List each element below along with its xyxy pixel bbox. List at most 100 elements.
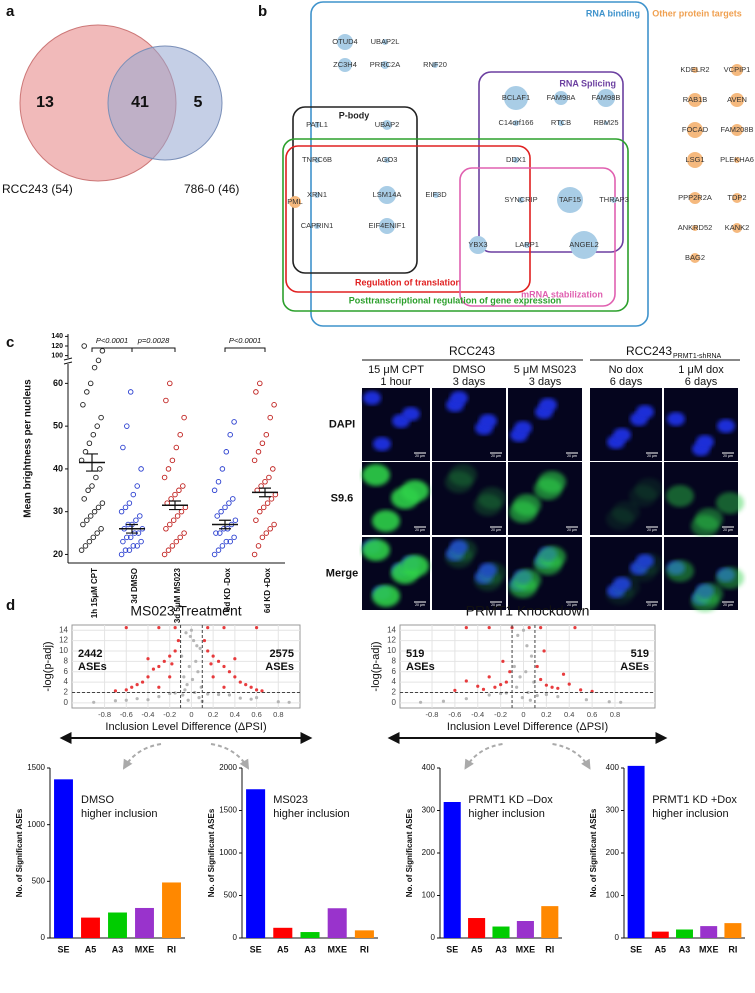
y-tick-label: 12 — [59, 636, 68, 645]
node-label: ANKRD52 — [678, 223, 713, 232]
point — [254, 688, 259, 692]
y-tick-label: 100 — [606, 891, 620, 900]
y-tick-label: 1000 — [219, 848, 237, 857]
point — [573, 625, 577, 630]
point — [190, 677, 195, 682]
row-label: DAPI — [329, 418, 355, 430]
y-tick-label: 40 — [53, 463, 63, 473]
x-tick-label: 0.4 — [230, 710, 240, 719]
dot — [223, 449, 230, 455]
ase-count: ASEs — [620, 661, 649, 673]
bar — [468, 918, 486, 938]
dot — [227, 538, 233, 545]
node-label: PLEKHA6 — [720, 155, 754, 164]
dot — [90, 431, 97, 438]
dot — [251, 457, 258, 464]
micrograph: 20 μm — [432, 462, 506, 535]
dot — [259, 534, 266, 541]
signal — [372, 585, 400, 607]
dot — [255, 543, 262, 549]
bar — [327, 908, 347, 938]
bar — [54, 779, 73, 938]
node-label: PPP2R2A — [678, 193, 712, 202]
y-axis-label: -log(p-adj) — [370, 641, 382, 691]
dot — [178, 508, 185, 515]
node — [378, 186, 396, 204]
point — [504, 680, 508, 684]
node-label: UBAP2L — [371, 37, 400, 46]
condition-label: 6 days — [610, 376, 643, 388]
micrograph: 20 μm — [362, 537, 430, 610]
x-tick-label: 0.6 — [251, 710, 261, 719]
scale-label: 20 μm — [647, 603, 657, 607]
dot — [84, 389, 90, 395]
point — [238, 696, 242, 700]
point — [516, 633, 520, 637]
point — [487, 693, 491, 697]
venn-circle — [107, 45, 223, 161]
dot — [93, 474, 99, 481]
dot — [219, 466, 226, 472]
micrograph: 20 μm — [362, 388, 430, 461]
condition-label: DMSO — [453, 364, 486, 376]
signal — [635, 478, 663, 500]
node — [338, 58, 352, 72]
node — [731, 124, 743, 136]
point — [539, 625, 543, 630]
bar-note: MS023 — [273, 794, 308, 806]
dot — [91, 508, 98, 515]
node-label: VCPIP1 — [724, 65, 751, 74]
x-tick-label: 0 — [521, 710, 525, 719]
y-tick-label: 0 — [392, 698, 397, 707]
ase-count: 2442 — [78, 648, 102, 660]
point — [202, 638, 207, 643]
node — [731, 64, 743, 76]
dot — [217, 530, 223, 536]
bar — [300, 932, 320, 938]
bar — [676, 929, 693, 938]
node — [469, 236, 487, 254]
node-label: FAM98A — [547, 93, 576, 102]
point — [168, 675, 172, 679]
ase-count: ASEs — [406, 661, 435, 673]
point — [222, 625, 226, 630]
venn-count: 41 — [131, 94, 149, 111]
node-label: TNRC6B — [302, 155, 332, 164]
point — [198, 646, 202, 650]
node-label: UBAP2 — [375, 120, 400, 129]
dot — [218, 508, 224, 515]
point — [222, 664, 226, 669]
point — [499, 683, 503, 687]
point — [260, 689, 264, 693]
dot — [99, 348, 106, 354]
dot — [118, 508, 125, 515]
scale-label: 20 μm — [723, 454, 733, 458]
y-tick-label: 500 — [224, 891, 238, 900]
x-tick-label: 0 — [189, 710, 193, 719]
node — [314, 223, 320, 229]
y-tick-label: 6 — [392, 667, 397, 676]
point — [535, 693, 539, 698]
point — [184, 631, 188, 635]
x-tick-label: -0.4 — [142, 710, 155, 719]
x-tick-label: 3d DMSO — [130, 568, 139, 604]
bar — [443, 802, 461, 938]
dot — [120, 444, 126, 451]
x-tick-label: MXE — [699, 944, 719, 954]
node — [382, 120, 392, 130]
dot — [138, 538, 144, 545]
venn-set-label: 786-0 (46) — [184, 182, 239, 196]
x-tick-label: A3 — [112, 944, 124, 954]
signal — [666, 560, 694, 582]
y-axis-label: No. of Significant ASEs — [405, 808, 414, 897]
y-tick-label: 8 — [64, 656, 69, 665]
dot — [264, 500, 271, 506]
point — [206, 692, 210, 696]
scale-label: 20 μm — [647, 454, 657, 458]
node-label: ANGEL2 — [569, 240, 599, 249]
nucleus — [373, 437, 391, 451]
condition-label: 5 μM MS023 — [514, 364, 577, 376]
node — [314, 192, 320, 198]
x-tick-label: RI — [545, 944, 554, 954]
dot — [130, 491, 137, 498]
